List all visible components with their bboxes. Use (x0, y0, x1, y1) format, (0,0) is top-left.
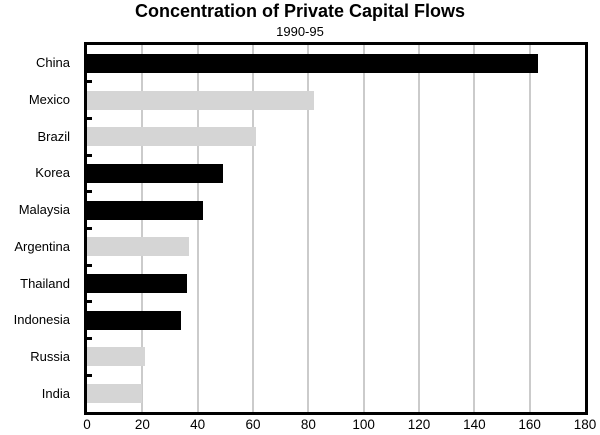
x-tick-label-80: 80 (300, 417, 316, 432)
category-label-mexico: Mexico (28, 92, 70, 108)
bar-brazil (87, 127, 256, 147)
category-label-brazil: Brazil (37, 128, 70, 144)
value-axis: 0 20 40 60 80 100 120 140 160 180 (0, 417, 600, 435)
gridline (196, 45, 199, 412)
category-label-russia: Russia (30, 348, 70, 364)
category-label-indonesia: Indonesia (13, 312, 70, 328)
x-tick-label-120: 120 (407, 417, 431, 432)
bar-india (87, 384, 143, 404)
gridline (362, 45, 365, 412)
category-label-thailand: Thailand (20, 275, 70, 291)
x-tick-label-180: 180 (573, 417, 597, 432)
gridline (252, 45, 254, 412)
bar-korea (87, 163, 223, 183)
y-axis-tick (87, 116, 92, 120)
gridline (418, 45, 420, 412)
chart-subtitle: 1990-95 (276, 24, 324, 39)
plot-area (84, 42, 588, 415)
bar-indonesia (87, 310, 182, 330)
y-axis-tick (87, 373, 92, 377)
x-tick-label-20: 20 (134, 417, 150, 432)
y-axis-tick (87, 227, 92, 230)
gridline (473, 45, 476, 412)
gridline (141, 45, 144, 412)
bar-argentina (87, 237, 190, 257)
chart-title: Concentration of Private Capital Flows (134, 1, 466, 21)
x-tick-label-160: 160 (518, 417, 541, 432)
gridline (307, 45, 310, 412)
bar-china (87, 53, 538, 73)
x-tick-label-140: 140 (463, 417, 486, 432)
y-axis-tick (87, 263, 92, 267)
bar-thailand (87, 274, 187, 294)
y-axis-tick (87, 153, 92, 157)
y-axis-tick (87, 337, 92, 341)
category-axis: China Mexico Brazil Korea Malaysia Argentina T… (0, 45, 77, 412)
y-axis-tick (87, 190, 92, 194)
bar-russia (87, 347, 146, 367)
category-label-korea: Korea (35, 165, 70, 181)
x-tick-label-60: 60 (245, 417, 261, 432)
category-label-malaysia: Malaysia (18, 202, 70, 218)
bar-malaysia (87, 200, 204, 220)
x-tick-label-40: 40 (190, 417, 206, 432)
y-axis-tick (87, 300, 92, 304)
x-tick-label-0: 0 (83, 417, 91, 432)
category-label-china: China (36, 55, 70, 71)
x-tick-label-100: 100 (352, 417, 375, 432)
y-axis-tick (87, 80, 92, 84)
category-label-india: India (41, 385, 70, 401)
category-label-argentina: Argentina (14, 238, 70, 254)
bar-mexico (87, 90, 314, 110)
gridline (528, 45, 531, 412)
